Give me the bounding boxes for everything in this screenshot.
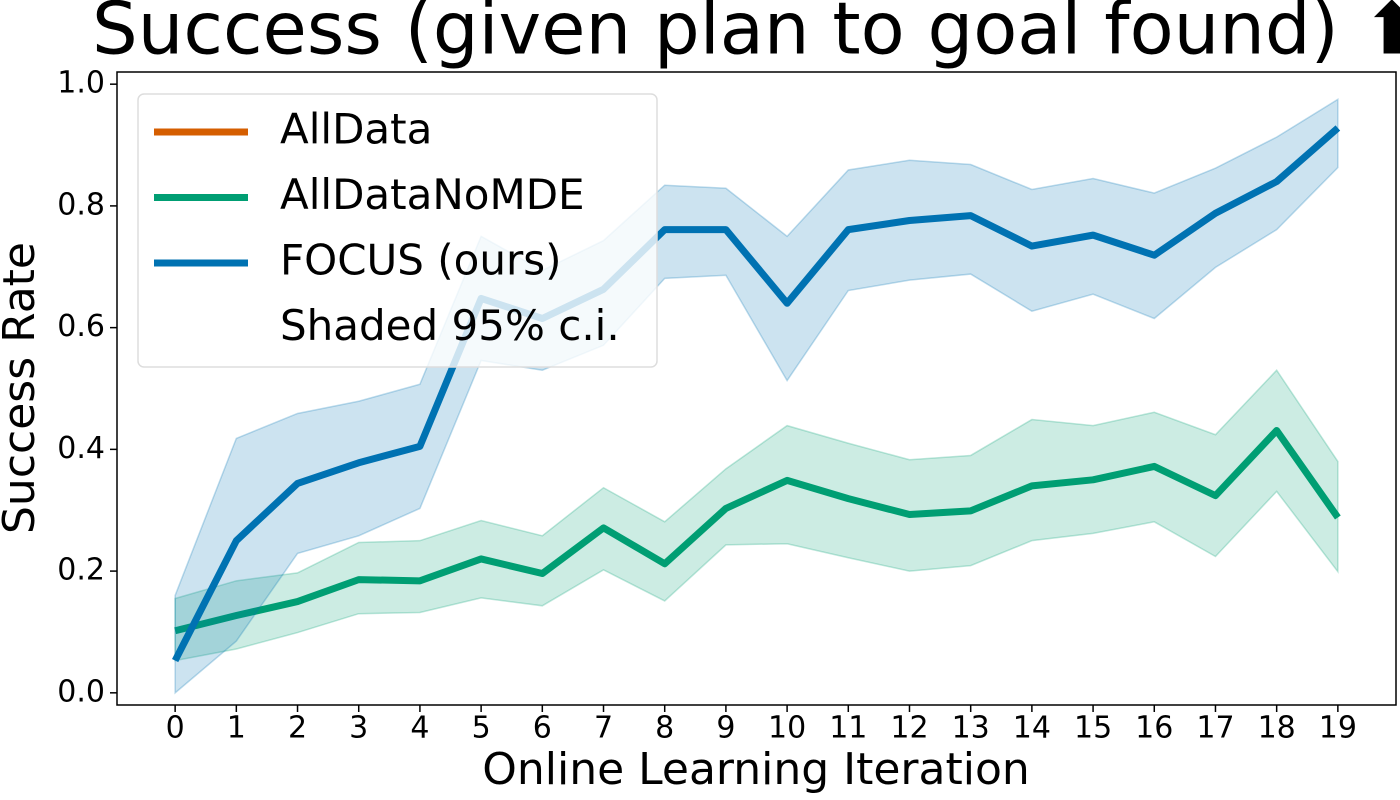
x-tick-label: 1 <box>227 711 246 746</box>
legend-label: FOCUS (ours) <box>280 236 562 285</box>
x-tick-label: 3 <box>349 711 368 746</box>
y-tick-label: 0.2 <box>57 553 105 588</box>
x-tick-label: 0 <box>166 711 185 746</box>
x-tick-label: 7 <box>594 711 613 746</box>
y-tick-label: 0.4 <box>57 431 105 466</box>
legend-box <box>137 93 658 368</box>
x-tick-label: 14 <box>1013 711 1051 746</box>
ci-band <box>174 369 1339 662</box>
x-tick-label: 15 <box>1074 711 1112 746</box>
x-tick-label: 13 <box>952 711 990 746</box>
x-tick-label: 12 <box>890 711 928 746</box>
plot-frame <box>116 71 1397 706</box>
x-tick-label: 16 <box>1135 711 1173 746</box>
x-tick-label: 6 <box>533 711 552 746</box>
x-tick-label: 8 <box>655 711 674 746</box>
x-tick-label: 11 <box>829 711 867 746</box>
y-tick-label: 0.8 <box>57 187 105 222</box>
series-line <box>172 125 1341 663</box>
x-tick-label: 4 <box>410 711 429 746</box>
x-tick-label: 19 <box>1319 711 1357 746</box>
x-tick-label: 2 <box>288 711 307 746</box>
legend-label: AllDataNoMDE <box>280 170 585 219</box>
x-tick-label: 17 <box>1196 711 1234 746</box>
y-tick-label: 0.6 <box>57 309 105 344</box>
x-tick-label: 18 <box>1258 711 1296 746</box>
x-axis-label: Online Learning Iteration <box>482 744 1030 795</box>
y-axis-label: Success Rate <box>0 242 45 534</box>
y-tick-label: 1.0 <box>57 66 105 101</box>
x-tick-label: 5 <box>472 711 491 746</box>
legend-label: AllData <box>280 105 432 154</box>
x-tick-label: 9 <box>716 711 735 746</box>
chart-title: Success (given plan to goal found) ⬆ <box>92 0 1400 71</box>
legend-label: Shaded 95% c.i. <box>280 301 620 350</box>
series-line <box>174 426 1341 635</box>
y-tick-label: 0.0 <box>57 674 105 709</box>
x-tick-label: 10 <box>768 711 806 746</box>
